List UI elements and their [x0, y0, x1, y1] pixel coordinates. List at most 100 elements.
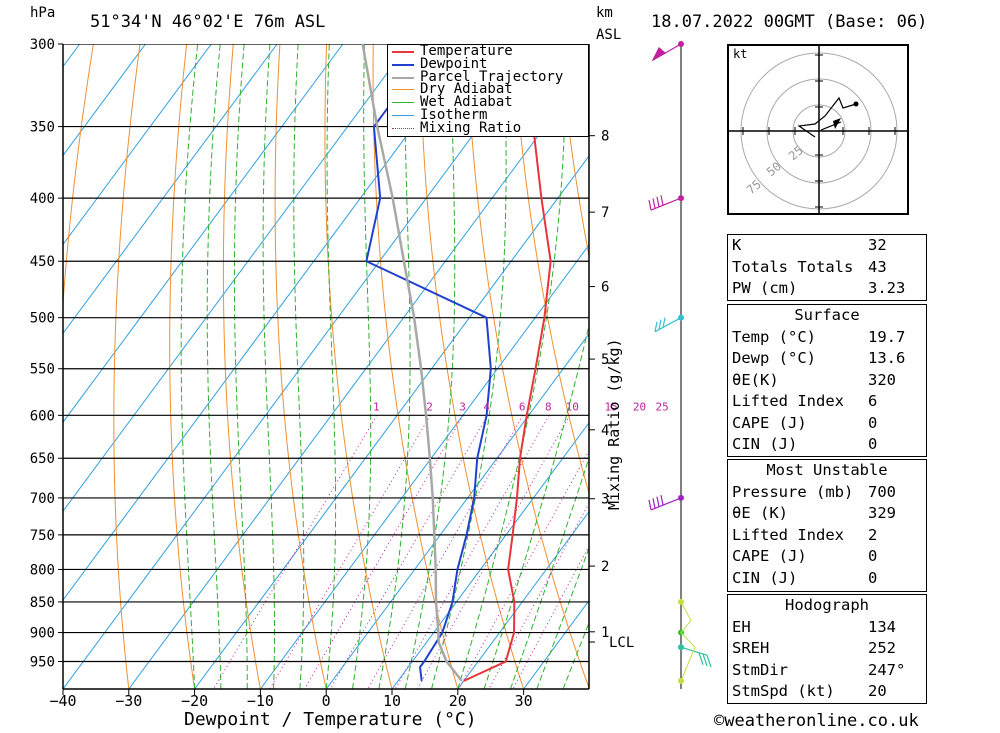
- mixing-ratio-line: [269, 415, 431, 689]
- mixing-ratio-label: 25: [655, 400, 668, 413]
- temperature-tick-label: −30: [115, 692, 142, 710]
- isotherm-line: [63, 44, 146, 157]
- wet-adiabat-line: [180, 44, 199, 689]
- pressure-tick-label: 350: [30, 120, 55, 136]
- pressure-tick-label: 750: [30, 528, 55, 544]
- pressure-tick-label: 700: [30, 491, 55, 507]
- dry-adiabat-line: [274, 44, 327, 689]
- dry-adiabat-line: [559, 44, 589, 259]
- mixing-ratio-label: 3: [459, 400, 466, 413]
- legend-label: Wet Adiabat: [420, 94, 513, 111]
- legend-item: Isotherm: [388, 108, 588, 122]
- isotherm-line: [457, 510, 589, 689]
- legend-item: Parcel Trajectory: [388, 68, 588, 85]
- copyright-text: ©weatheronline.co.uk: [714, 711, 919, 731]
- stmspd-label: StmSpd (kt): [732, 682, 835, 700]
- sreh-value: 252: [868, 639, 896, 657]
- km-tick-label: 4: [601, 423, 609, 439]
- legend-label: Parcel Trajectory: [420, 68, 564, 85]
- legend-item: Wet Adiabat: [388, 94, 588, 111]
- most-unstable-table: Most Unstable Pressure (mb) 700 θE (K) 329…: [727, 459, 927, 592]
- mu-cin-value: 0: [868, 568, 878, 587]
- isotherm-line: [63, 44, 410, 513]
- pressure-tick-label: 300: [30, 37, 55, 53]
- hodograph-end-dot: [853, 101, 859, 107]
- surface-dewp-value: 13.6: [868, 349, 906, 367]
- hodograph-plot: kt 25 50 75: [729, 46, 907, 213]
- legend-item: Dry Adiabat: [388, 82, 588, 96]
- hodograph-table: Hodograph EH 134 SREH 252 StmDir 247° StmSp…: [727, 594, 927, 704]
- surface-cape-value: 0: [868, 413, 878, 432]
- pw-label: PW (cm): [732, 279, 798, 297]
- pressure-tick-label: 950: [30, 655, 55, 671]
- wind-barb: [651, 43, 682, 62]
- isotherm-line: [63, 44, 278, 335]
- mixing-ratio-label: 2: [426, 400, 433, 413]
- k-label: K: [732, 236, 742, 254]
- km-unit-label: km: [596, 5, 613, 21]
- datetime-title: 18.07.2022 00GMT (Base: 06): [651, 12, 928, 32]
- hodograph-title: Hodograph: [785, 596, 869, 614]
- km-tick-label: 2: [601, 559, 609, 575]
- mu-cape-label: CAPE (J): [732, 547, 807, 565]
- wet-adiabat-line: [404, 44, 456, 689]
- mixing-ratio-line: [304, 415, 464, 689]
- mu-pressure-value: 700: [868, 482, 896, 501]
- km-tick-label: 3: [601, 492, 609, 508]
- pressure-tick-label: 500: [30, 311, 55, 327]
- ring-label: 25: [786, 143, 806, 163]
- isotherm-line: [325, 333, 589, 689]
- mu-theta-value: 329: [868, 504, 896, 522]
- stmdir-value: 247°: [868, 660, 906, 679]
- isotherm-line: [63, 44, 541, 689]
- legend-label: Dewpoint: [420, 55, 488, 72]
- wind-barb: [654, 317, 682, 333]
- chart-legend: Temperature Dewpoint Parcel Trajectory D…: [387, 44, 589, 137]
- km-tick-label: 1: [601, 625, 609, 641]
- mixing-ratio-label: 8: [545, 400, 552, 413]
- dewpoint-series: [365, 44, 492, 682]
- mixing-ratio-label: 10: [566, 400, 579, 413]
- wet-adiabat-line: [352, 44, 372, 689]
- tt-label: Totals Totals: [732, 257, 854, 276]
- pressure-tick-label: 800: [30, 562, 55, 578]
- wet-adiabat-line: [325, 44, 337, 689]
- sreh-label: SREH: [732, 639, 770, 657]
- dry-adiabat-line: [169, 44, 196, 689]
- mu-cape-value: 0: [868, 547, 878, 565]
- isotherm-line: [63, 44, 212, 246]
- isotherm-line: [194, 155, 589, 689]
- legend-item: Dewpoint: [388, 55, 588, 72]
- km-tick-label: 6: [601, 280, 609, 296]
- dry-adiabat-line: [222, 44, 261, 689]
- legend-item: Mixing Ratio: [388, 121, 588, 135]
- isotherm-line: [391, 421, 589, 689]
- km-tick-label: 8: [601, 129, 609, 145]
- temperature-tick-label: 20: [449, 692, 467, 710]
- parcel-trajectory-series: [361, 44, 463, 682]
- wind-hodo-trace: [680, 601, 696, 682]
- surface-title: Surface: [794, 306, 860, 324]
- mu-pressure-label: Pressure (mb): [732, 482, 854, 501]
- pressure-tick-label: 600: [30, 408, 55, 424]
- isotherm-line: [128, 66, 589, 689]
- km-tick-label: 5: [601, 352, 609, 368]
- wet-adiabat-line: [536, 546, 589, 689]
- eh-label: EH: [732, 617, 751, 636]
- surface-theta-label: θE(K): [732, 370, 779, 389]
- most-unstable-title: Most Unstable: [766, 461, 888, 479]
- mixing-ratio-label: 1: [373, 400, 380, 413]
- wind-barb: [648, 495, 682, 511]
- legend-item: Temperature: [388, 44, 588, 58]
- hpa-unit-label: hPa: [30, 5, 56, 21]
- mu-li-label: Lifted Index: [732, 525, 844, 544]
- mu-li-value: 2: [868, 525, 878, 544]
- mixing-ratio-line: [512, 545, 589, 689]
- eh-value: 134: [868, 617, 896, 636]
- wet-adiabat-line: [262, 44, 276, 689]
- surface-table: Surface Temp (°C) 19.7 Dewp (°C) 13.6 θE(K…: [727, 304, 927, 457]
- mixing-ratio-label: 6: [519, 400, 526, 413]
- isotherm-line: [0, 44, 14, 689]
- surface-cin-value: 0: [868, 435, 878, 453]
